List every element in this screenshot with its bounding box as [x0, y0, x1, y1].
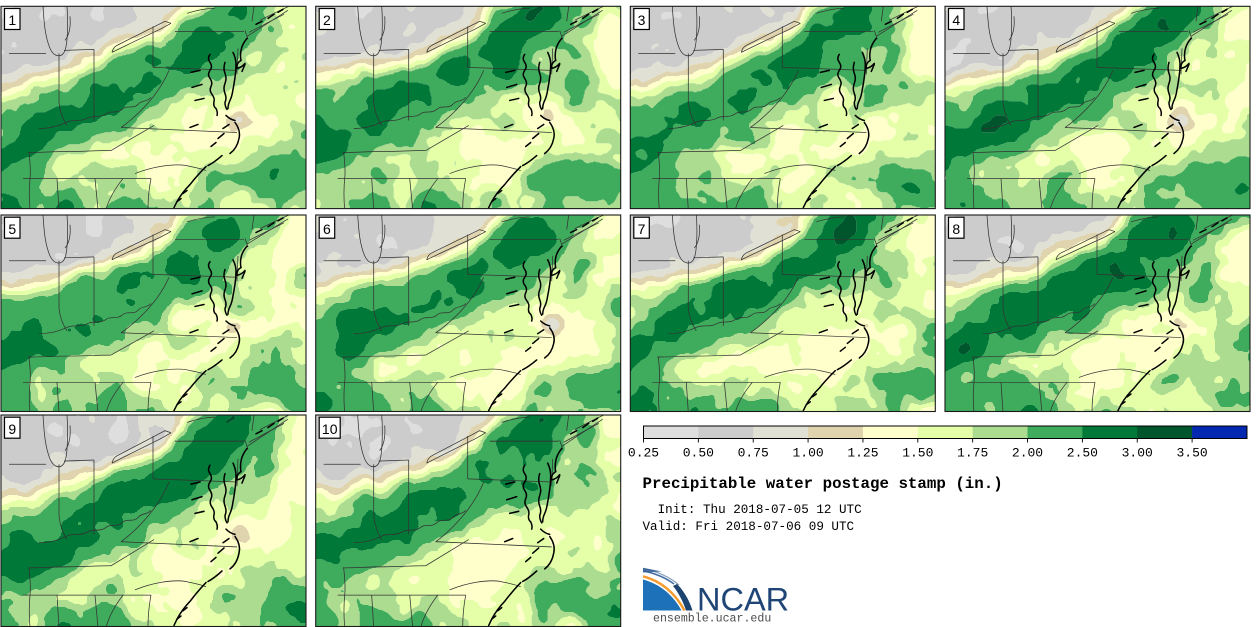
svg-text:3.00: 3.00	[1122, 446, 1153, 461]
svg-text:1.50: 1.50	[902, 446, 933, 461]
svg-text:2.00: 2.00	[1012, 446, 1043, 461]
svg-text:8: 8	[952, 221, 960, 237]
svg-text:ensemble.ucar.edu: ensemble.ucar.edu	[653, 613, 771, 626]
svg-text:5: 5	[8, 221, 16, 237]
svg-text:NCAR: NCAR	[697, 582, 789, 618]
svg-text:Precipitable water postage sta: Precipitable water postage stamp (in.)	[643, 475, 1003, 493]
svg-text:0.50: 0.50	[683, 446, 714, 461]
svg-text:Valid: Fri 2018-07-06 09 UTC: Valid: Fri 2018-07-06 09 UTC	[643, 520, 855, 534]
svg-text:1.75: 1.75	[957, 446, 988, 461]
svg-text:3.50: 3.50	[1176, 446, 1207, 461]
svg-text:4: 4	[952, 12, 960, 28]
svg-text:0.25: 0.25	[628, 446, 659, 461]
svg-text:9: 9	[8, 421, 16, 437]
svg-text:1: 1	[8, 12, 16, 28]
svg-text:0.75: 0.75	[738, 446, 769, 461]
svg-text:Init: Thu 2018-07-05 12 UTC: Init: Thu 2018-07-05 12 UTC	[643, 503, 863, 517]
svg-text:2: 2	[323, 12, 331, 28]
svg-text:3: 3	[638, 12, 646, 28]
svg-text:6: 6	[323, 221, 331, 237]
svg-text:1.25: 1.25	[847, 446, 878, 461]
svg-text:2.50: 2.50	[1067, 446, 1098, 461]
svg-text:7: 7	[638, 221, 646, 237]
svg-text:10: 10	[322, 421, 338, 437]
svg-text:1.00: 1.00	[792, 446, 823, 461]
